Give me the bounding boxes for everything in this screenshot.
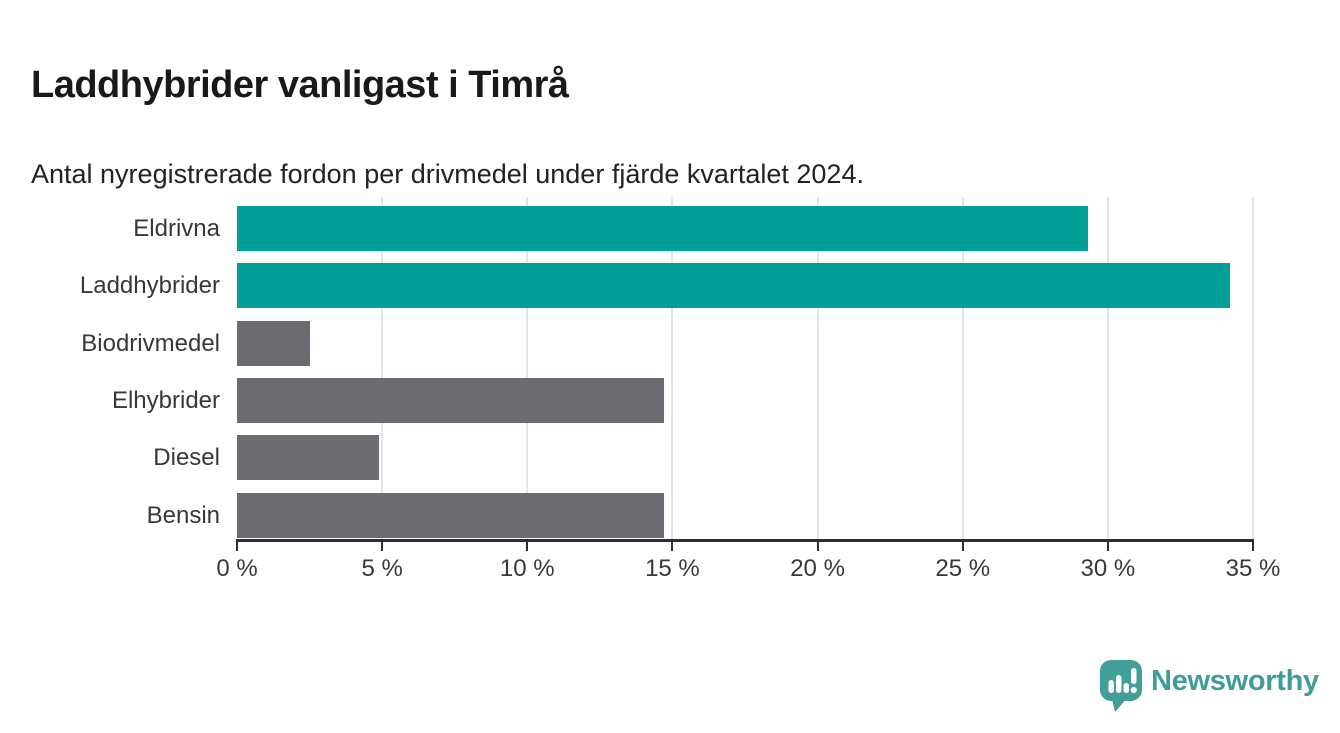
x-tick-label: 30 % (1080, 555, 1136, 582)
x-tick (1106, 542, 1109, 551)
x-tick-label: 35 % (1225, 555, 1281, 582)
bar (237, 435, 380, 481)
brand-wordmark: Newsworthy (1151, 665, 1319, 697)
x-axis-line (236, 539, 1254, 542)
chart-title: Laddhybrider vanligast i Timrå (31, 64, 569, 107)
x-tick-label: 10 % (499, 555, 555, 582)
chart-subtitle: Antal nyregistrerade fordon per drivmede… (31, 159, 864, 189)
bar (237, 320, 310, 366)
gridline (671, 197, 674, 539)
x-tick (526, 542, 529, 551)
gridline (1252, 197, 1254, 539)
x-tick (671, 542, 674, 551)
x-tick-label: 20 % (790, 555, 845, 582)
x-tick-label: 25 % (935, 555, 991, 582)
gridline (1106, 197, 1109, 539)
category-label: Eldrivna (133, 215, 220, 242)
bar (237, 492, 664, 538)
x-tick (961, 542, 964, 551)
x-tick (816, 542, 819, 551)
x-tick (236, 542, 238, 551)
x-tick-label: 0 % (216, 555, 258, 582)
bar (237, 377, 664, 423)
gridline (526, 197, 529, 539)
gridline (381, 197, 384, 539)
category-label: Biodrivmedel (81, 329, 220, 357)
x-tick (1252, 542, 1254, 551)
x-tick (381, 542, 384, 551)
gridline (816, 197, 819, 539)
x-tick-label: 15 % (645, 555, 700, 582)
category-label: Bensin (146, 501, 220, 529)
category-label: Elhybrider (111, 386, 220, 414)
category-label: Diesel (153, 444, 220, 472)
category-label: Laddhybrider (79, 272, 220, 300)
bar (237, 263, 1230, 309)
x-tick-label: 5 % (361, 555, 403, 582)
newsworthy-logo-icon (1100, 660, 1142, 712)
bar (237, 206, 1088, 251)
gridline (961, 197, 964, 539)
